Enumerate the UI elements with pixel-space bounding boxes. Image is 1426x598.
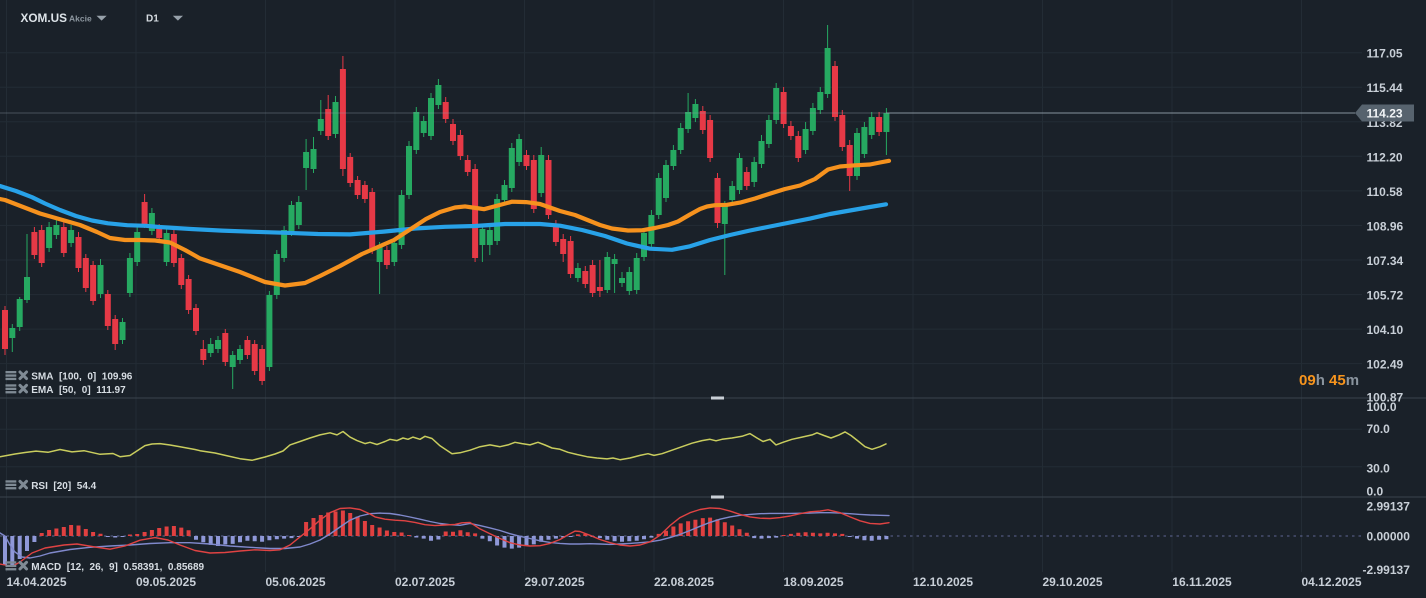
- svg-text:0.0: 0.0: [1367, 485, 1384, 499]
- svg-text:110.58: 110.58: [1367, 185, 1403, 199]
- svg-text:104.10: 104.10: [1367, 323, 1404, 337]
- svg-text:22.08.2025: 22.08.2025: [654, 575, 714, 589]
- svg-text:100.87: 100.87: [1367, 390, 1404, 404]
- svg-text:D1: D1: [146, 14, 159, 25]
- svg-text:SMA [100, 0] 109.96: SMA [100, 0] 109.96: [31, 372, 133, 383]
- svg-text:09h 45m: 09h 45m: [1299, 372, 1359, 389]
- svg-text:18.09.2025: 18.09.2025: [783, 575, 843, 589]
- svg-text:RSI [20] 54.4: RSI [20] 54.4: [31, 481, 96, 492]
- svg-text:16.11.2025: 16.11.2025: [1172, 575, 1232, 589]
- svg-text:114.23: 114.23: [1367, 107, 1403, 121]
- svg-text:102.49: 102.49: [1367, 358, 1404, 372]
- svg-text:MACD [12, 26, 9] 0.58391,: MACD [12, 26, 9] 0.58391, 0.85689: [31, 562, 204, 573]
- svg-text:29.10.2025: 29.10.2025: [1042, 575, 1102, 589]
- svg-text:2.99137: 2.99137: [1367, 499, 1411, 513]
- svg-text:100.0: 100.0: [1367, 400, 1397, 414]
- svg-text:107.34: 107.34: [1367, 254, 1404, 268]
- svg-text:-2.99137: -2.99137: [1363, 563, 1411, 577]
- svg-text:XOM.US: XOM.US: [21, 11, 68, 25]
- svg-text:09.05.2025: 09.05.2025: [136, 575, 196, 589]
- svg-text:108.96: 108.96: [1367, 219, 1404, 233]
- svg-text:14.04.2025: 14.04.2025: [6, 575, 66, 589]
- svg-text:30.0: 30.0: [1367, 462, 1391, 476]
- svg-text:117.05: 117.05: [1367, 47, 1403, 61]
- svg-text:Akcie: Akcie: [69, 14, 92, 24]
- svg-text:105.72: 105.72: [1367, 289, 1404, 303]
- svg-text:0.00000: 0.00000: [1367, 530, 1411, 544]
- svg-text:112.20: 112.20: [1367, 150, 1403, 164]
- svg-text:EMA [50, 0] 111.97: EMA [50, 0] 111.97: [31, 385, 126, 396]
- svg-text:70.0: 70.0: [1367, 422, 1391, 436]
- svg-text:02.07.2025: 02.07.2025: [395, 575, 455, 589]
- svg-text:29.07.2025: 29.07.2025: [524, 575, 584, 589]
- svg-text:04.12.2025: 04.12.2025: [1301, 575, 1361, 589]
- svg-text:115.44: 115.44: [1367, 81, 1403, 95]
- svg-text:12.10.2025: 12.10.2025: [913, 575, 973, 589]
- svg-text:05.06.2025: 05.06.2025: [265, 575, 325, 589]
